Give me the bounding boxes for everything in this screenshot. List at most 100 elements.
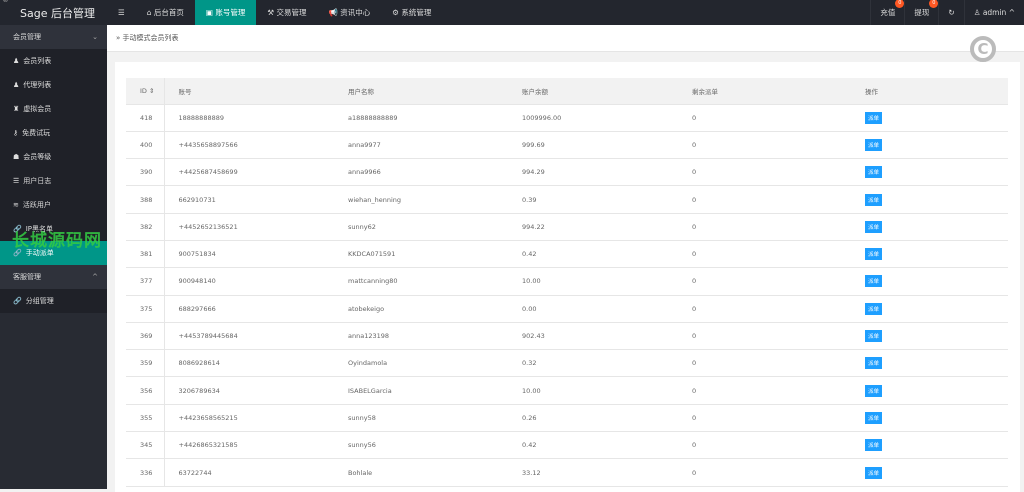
table-cell: 0 xyxy=(678,376,851,405)
menu-toggle-icon[interactable]: ☰ xyxy=(118,8,125,17)
dispatch-button[interactable]: 派单 xyxy=(865,411,883,424)
link-icon: 🔗 xyxy=(13,225,22,233)
recharge-label: 充值 xyxy=(880,8,896,17)
table-cell: 662910731 xyxy=(164,185,334,214)
table-row: 356 3206789634 ISABELGarcia 10.00 0 派单 xyxy=(126,376,1008,405)
sidebar-item-2[interactable]: ♜ 虚拟会员 xyxy=(0,97,107,121)
table-row: 382 +4452652136521 sunny62 994.22 0 派单 xyxy=(126,213,1008,241)
sidebar-item-3[interactable]: ⚷ 免费试玩 xyxy=(0,121,107,145)
user-secret-icon: ♜ xyxy=(13,105,20,113)
dispatch-button[interactable]: 派单 xyxy=(865,111,883,124)
sidebar-item-label: 活跃用户 xyxy=(22,201,51,209)
table-row: 388 662910731 wiehan_henning 0.39 0 派单 xyxy=(126,185,1008,214)
table-cell: 0 xyxy=(678,295,851,323)
recharge-button[interactable]: 充值 0 xyxy=(870,0,905,25)
table-cell: +4452652136521 xyxy=(164,213,334,241)
sidebar-item-7[interactable]: 🔗 IP黑名单 xyxy=(0,217,107,241)
table-row: 345 +4426865321585 sunny56 0.42 0 派单 xyxy=(126,431,1008,460)
table-cell: 0.26 xyxy=(508,404,678,433)
table-cell: 0 xyxy=(678,431,851,460)
nav-tab-1[interactable]: ▣ 账号管理 xyxy=(194,0,257,25)
gavel-icon: ⚒ xyxy=(267,8,277,17)
table-cell: sunny58 xyxy=(334,404,508,433)
table-cell: +4425687458699 xyxy=(164,158,334,187)
action-cell: 派单 xyxy=(851,376,1008,405)
dispatch-button[interactable]: 派单 xyxy=(865,248,883,261)
username: admin xyxy=(982,8,1007,17)
refresh-icon[interactable]: ↻ xyxy=(938,0,963,25)
table-cell: 0.42 xyxy=(508,431,678,460)
dispatch-button[interactable]: 派单 xyxy=(865,466,883,479)
nav-tab-label: 系统管理 xyxy=(401,8,432,17)
sidebar-group-member[interactable]: 会员管理 ⌄ xyxy=(0,25,107,49)
nav-tab-4[interactable]: ⚙ 系统管理 xyxy=(381,0,442,25)
dispatch-button[interactable]: 派单 xyxy=(865,193,883,206)
log-icon: ☰ xyxy=(13,177,20,185)
table-cell: 400 xyxy=(126,131,165,160)
sidebar-item-0[interactable]: ♟ 会员列表 xyxy=(0,49,107,73)
table-cell: +4435658897566 xyxy=(164,131,334,160)
sidebar-item-label: IP黑名单 xyxy=(25,225,54,233)
action-cell: 派单 xyxy=(851,431,1008,460)
table-cell: 0 xyxy=(678,104,851,132)
table-cell: +4453789445684 xyxy=(164,322,334,351)
column-header: 账户余额 xyxy=(508,78,678,105)
sidebar-item-5[interactable]: ☰ 用户日志 xyxy=(0,169,107,193)
sidebar-item-1[interactable]: ♟ 代理列表 xyxy=(0,73,107,97)
nav-tab-label: 后台首页 xyxy=(153,8,184,17)
sidebar-item-6[interactable]: ≋ 活跃用户 xyxy=(0,193,107,217)
sidebar-item-8[interactable]: 🔗 手动派单 xyxy=(0,241,107,265)
dispatch-button[interactable]: 派单 xyxy=(865,330,883,343)
sidebar-item-0[interactable]: 🔗 分组管理 xyxy=(0,289,107,313)
sidebar-group-service[interactable]: 客服管理 ^ xyxy=(0,265,107,289)
table-cell: 0 xyxy=(678,240,851,269)
sidebar-item-4[interactable]: ☗ 会员等级 xyxy=(0,145,107,169)
sidebar-item-label: 代理列表 xyxy=(23,81,52,89)
table-cell: 0.42 xyxy=(508,240,678,269)
dispatch-button[interactable]: 派单 xyxy=(865,220,883,233)
action-cell: 派单 xyxy=(851,295,1008,323)
dispatch-button[interactable]: 派单 xyxy=(865,357,883,370)
withdraw-button[interactable]: 提现 0 xyxy=(904,0,939,25)
table-cell: 0.32 xyxy=(508,349,678,378)
table-cell: 369 xyxy=(126,322,165,351)
table-row: 390 +4425687458699 anna9966 994.29 0 派单 xyxy=(126,158,1008,187)
table-cell: wiehan_henning xyxy=(334,185,508,214)
table-cell: sunny56 xyxy=(334,431,508,460)
dispatch-button[interactable]: 派单 xyxy=(865,384,883,397)
table-cell: mattcanning80 xyxy=(334,267,508,296)
action-cell: 派单 xyxy=(851,213,1008,241)
table-cell: 900751834 xyxy=(164,240,334,269)
nav-tab-0[interactable]: ⌂ 后台首页 xyxy=(136,0,195,25)
group-label: 客服管理 xyxy=(13,273,41,281)
sidebar-item-label: 免费试玩 xyxy=(22,129,51,137)
sidebar-item-label: 会员等级 xyxy=(23,153,52,161)
column-header[interactable]: ID ⇕ xyxy=(126,78,165,105)
nav-tab-label: 资讯中心 xyxy=(340,8,371,17)
dispatch-button[interactable]: 派单 xyxy=(865,439,883,452)
dispatch-button[interactable]: 派单 xyxy=(865,138,883,151)
group-label: 会员管理 xyxy=(13,33,41,41)
withdraw-badge: 0 xyxy=(929,0,939,8)
column-header: 操作 xyxy=(851,78,1008,105)
breadcrumb: » 手动模式会员列表 xyxy=(107,25,1024,52)
dispatch-button[interactable]: 派单 xyxy=(865,275,883,288)
level-icon: ☗ xyxy=(13,153,20,161)
nav-tab-2[interactable]: ⚒ 交易管理 xyxy=(256,0,317,25)
table-cell: 359 xyxy=(126,349,165,378)
table-cell: 356 xyxy=(126,376,165,405)
user-menu[interactable]: ♙ admin ^ xyxy=(963,0,1024,25)
sort-icon[interactable]: ⇕ xyxy=(149,86,155,95)
table-row: 418 18888888889 a18888888889 1009996.00 0 派单 xyxy=(126,104,1008,132)
table-cell: 3206789634 xyxy=(164,376,334,405)
action-cell: 派单 xyxy=(851,404,1008,433)
table-cell: Oyindamola xyxy=(334,349,508,378)
dispatch-button[interactable]: 派单 xyxy=(865,166,883,179)
nav-tab-3[interactable]: 📢 资讯中心 xyxy=(317,0,381,25)
home-icon: ⌂ xyxy=(146,8,154,17)
wifi-icon: ≋ xyxy=(13,201,19,209)
chevron-up-icon: ^ xyxy=(1008,8,1015,17)
table-cell: anna9977 xyxy=(334,131,508,160)
dispatch-button[interactable]: 派单 xyxy=(865,302,883,315)
member-table: ID ⇕ 账号 用户名称 账户余额 剩余派单 操作 418 18888888889 a1888… xyxy=(126,78,1008,487)
